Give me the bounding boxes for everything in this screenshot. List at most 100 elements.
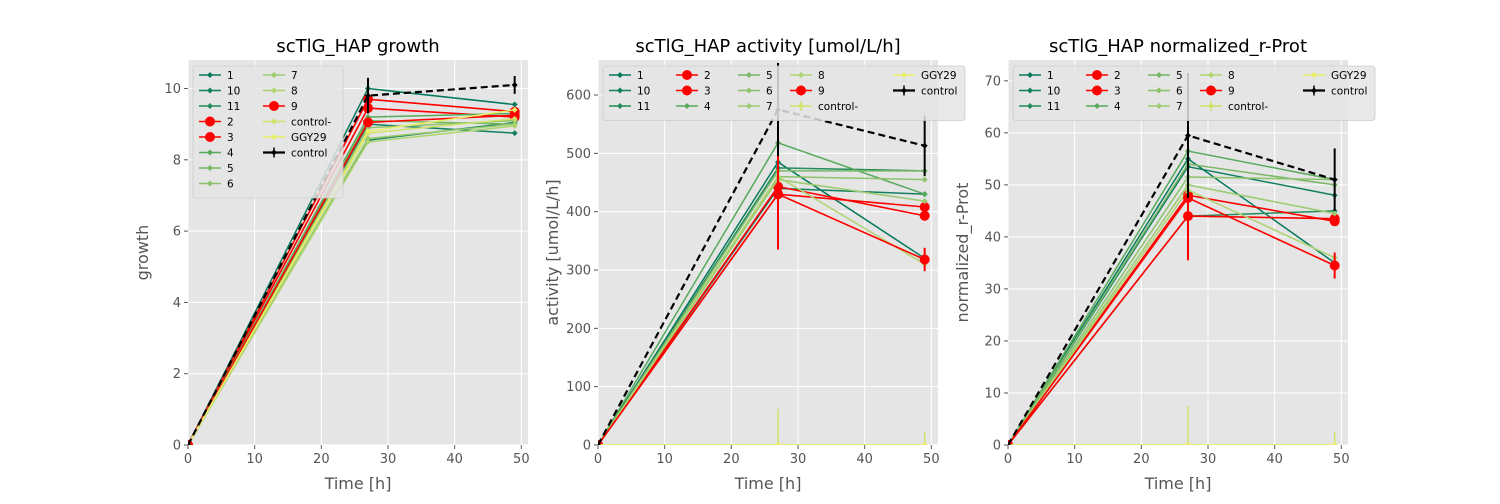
legend-item: 1: [609, 70, 644, 82]
series-GGY29: [188, 106, 518, 445]
legend-item: 10: [1019, 85, 1060, 97]
legend-swatch-marker: [271, 72, 277, 78]
legend-swatch-marker: [1156, 103, 1162, 109]
y-tick-label: 0: [993, 439, 1001, 454]
data-point: [1331, 210, 1338, 217]
legend-swatch-marker: [1027, 103, 1033, 109]
plot-area: [1008, 60, 1348, 445]
legend-item: 11: [609, 101, 650, 113]
y-tick-label: 0: [583, 439, 591, 454]
legend-swatch-marker: [207, 180, 213, 187]
data-point: [1331, 176, 1338, 183]
data-point: [775, 442, 781, 445]
legend-item: 10: [609, 85, 650, 97]
legend-label: control: [921, 85, 957, 97]
legend-swatch-marker: [207, 72, 213, 78]
legend-label: 10: [227, 85, 240, 97]
data-point: [509, 110, 520, 121]
data-point: [921, 176, 928, 183]
data-point: [511, 101, 518, 108]
legend-label: control-: [818, 101, 858, 113]
legend-item: control-: [1200, 101, 1268, 113]
data-point: [511, 130, 518, 137]
data-point: [1331, 442, 1338, 445]
x-tick-label: 30: [380, 452, 397, 467]
series-control: [188, 76, 518, 445]
legend-item: 9: [790, 85, 825, 97]
panel-3: 0 10 20 30 40 50 0 10 20 30 40 50 60 70 scTlG_HAP norm…: [953, 36, 1376, 493]
data-point: [511, 81, 518, 88]
data-point: [511, 122, 518, 129]
legend-swatch-marker: [901, 72, 907, 78]
x-tick-label: 40: [856, 452, 873, 467]
legend-swatch-marker: [207, 87, 213, 94]
y-tick-label: 8: [173, 153, 181, 168]
x-tick-label: 0: [184, 452, 192, 467]
y-tick-label: 4: [173, 296, 181, 311]
legend-label: 5: [766, 70, 773, 82]
plot-area: [598, 60, 938, 445]
legend-label: 11: [637, 101, 650, 113]
legend-label: 9: [1228, 85, 1235, 97]
x-tick-label: 40: [1266, 452, 1283, 467]
y-tick-label: 70: [984, 74, 1001, 89]
legend-item: 1: [199, 70, 234, 82]
legend-swatch-marker: [617, 87, 623, 94]
legend-swatch-marker: [746, 103, 752, 109]
legend-item: 4: [676, 101, 711, 113]
y-tick-label: 400: [566, 205, 591, 220]
x-axis-label: Time [h]: [734, 474, 802, 493]
legend-label: 11: [1047, 101, 1060, 113]
legend-item: 2: [199, 116, 234, 128]
legend-swatch-marker: [684, 103, 690, 109]
legend-label: 1: [227, 70, 234, 82]
data-point: [365, 92, 371, 99]
data-point: [511, 106, 518, 113]
x-tick-label: 10: [1066, 452, 1083, 467]
y-tick-label: 100: [566, 380, 591, 395]
y-tick-label: 40: [984, 230, 1001, 245]
legend-label: control-: [1228, 101, 1268, 113]
legend-swatch-marker: [617, 72, 623, 78]
legend-swatch-marker: [682, 70, 692, 80]
legend-swatch-marker: [617, 103, 623, 109]
y-tick-label: 10: [164, 82, 181, 97]
legend-swatch-marker: [207, 149, 213, 156]
legend-label: 3: [1114, 85, 1121, 97]
legend-item: 5: [1148, 70, 1183, 82]
legend-label: GGY29: [291, 132, 327, 144]
legend-swatch-marker: [1311, 87, 1317, 94]
data-point: [188, 442, 191, 445]
legend-swatch-marker: [207, 165, 213, 171]
legend-item: 4: [1086, 101, 1121, 113]
y-tick-label: 20: [984, 334, 1001, 349]
x-tick-label: 0: [1004, 452, 1012, 467]
legend-item: 10: [199, 85, 240, 97]
legend-item: 7: [263, 70, 298, 82]
legend-item: 3: [676, 85, 711, 97]
y-tick-label: 500: [566, 147, 591, 162]
legend-label: 2: [704, 70, 711, 82]
legend-label: 1: [637, 70, 644, 82]
legend-swatch-marker: [798, 103, 804, 109]
legend-label: 2: [1114, 70, 1121, 82]
legend-label: 4: [1114, 101, 1121, 113]
x-tick-label: 0: [594, 452, 602, 467]
data-point: [921, 198, 928, 205]
chart-title: scTlG_HAP normalized_r-Prot: [1049, 36, 1307, 57]
legend-swatch-marker: [1156, 72, 1162, 78]
y-tick-label: 0: [173, 439, 181, 454]
legend-item: 5: [738, 70, 773, 82]
x-tick-label: 20: [313, 452, 330, 467]
legend-swatch-marker: [746, 72, 752, 78]
x-tick-label: 10: [246, 452, 263, 467]
legend-label: 2: [227, 116, 234, 128]
legend-swatch-marker: [901, 87, 907, 94]
legend-item: GGY29: [1303, 70, 1367, 82]
x-tick-label: 30: [1200, 452, 1217, 467]
legend-item: 8: [263, 85, 298, 97]
legend-swatch-marker: [205, 116, 215, 127]
legend-label: 6: [227, 178, 234, 190]
legend-label: control-: [291, 116, 331, 128]
data-point: [919, 210, 930, 221]
